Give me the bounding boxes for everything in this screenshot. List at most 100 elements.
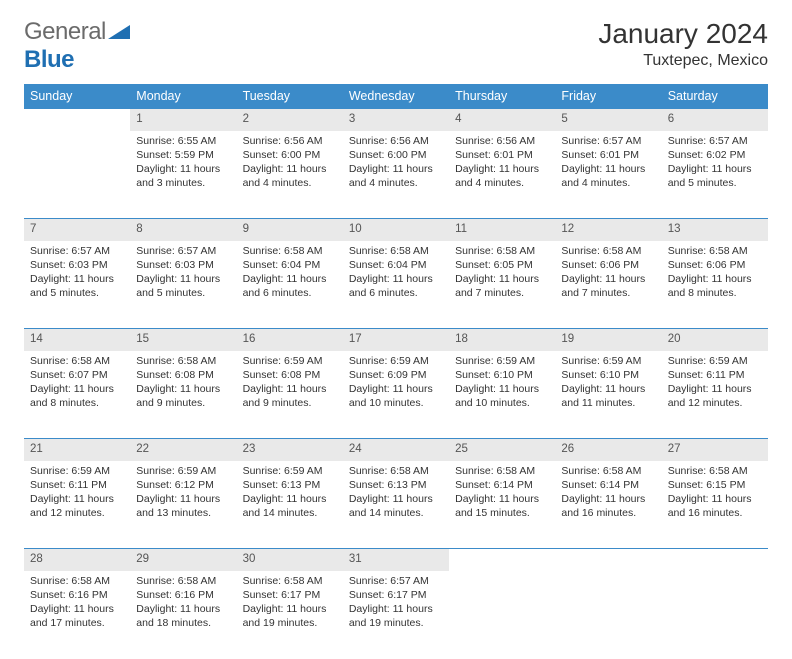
day-number-cell: 5 [555, 109, 661, 131]
day-content-cell: Sunrise: 6:59 AMSunset: 6:11 PMDaylight:… [662, 351, 768, 439]
day-content-cell: Sunrise: 6:58 AMSunset: 6:04 PMDaylight:… [343, 241, 449, 329]
daylight-line: Daylight: 11 hours and 9 minutes. [136, 382, 230, 410]
sunrise-line: Sunrise: 6:59 AM [668, 354, 762, 368]
sunrise-line: Sunrise: 6:58 AM [561, 244, 655, 258]
daylight-line: Daylight: 11 hours and 12 minutes. [30, 492, 124, 520]
day-number-cell: 25 [449, 439, 555, 461]
sunrise-line: Sunrise: 6:58 AM [668, 464, 762, 478]
sunrise-line: Sunrise: 6:58 AM [136, 354, 230, 368]
daylight-line: Daylight: 11 hours and 18 minutes. [136, 602, 230, 630]
day-content-cell: Sunrise: 6:58 AMSunset: 6:14 PMDaylight:… [449, 461, 555, 549]
daynum-row: 14151617181920 [24, 329, 768, 351]
daylight-line: Daylight: 11 hours and 5 minutes. [668, 162, 762, 190]
sunrise-line: Sunrise: 6:58 AM [30, 574, 124, 588]
day-content-cell: Sunrise: 6:59 AMSunset: 6:11 PMDaylight:… [24, 461, 130, 549]
sunset-line: Sunset: 6:05 PM [455, 258, 549, 272]
sunset-line: Sunset: 5:59 PM [136, 148, 230, 162]
day-content-cell: Sunrise: 6:59 AMSunset: 6:10 PMDaylight:… [449, 351, 555, 439]
day-number-cell [24, 109, 130, 131]
content-row: Sunrise: 6:57 AMSunset: 6:03 PM Daylight:… [24, 241, 768, 329]
day-number-cell: 8 [130, 219, 236, 241]
daynum-row: 28293031 [24, 549, 768, 571]
day-number-cell: 3 [343, 109, 449, 131]
day-number-cell: 27 [662, 439, 768, 461]
sunset-line: Sunset: 6:03 PM [30, 258, 124, 272]
daylight-line: Daylight: 11 hours and 10 minutes. [455, 382, 549, 410]
daylight-line: Daylight: 11 hours and 4 minutes. [455, 162, 549, 190]
calendar-body: 123456Sunrise: 6:55 AMSunset: 5:59 PMDay… [24, 109, 768, 659]
sunset-line: Sunset: 6:10 PM [455, 368, 549, 382]
day-content-cell: Sunrise: 6:58 AMSunset: 6:06 PMDaylight:… [662, 241, 768, 329]
sunrise-line: Sunrise: 6:59 AM [136, 464, 230, 478]
content-row: Sunrise: 6:58 AMSunset: 6:16 PMDaylight:… [24, 571, 768, 659]
day-number-cell [555, 549, 661, 571]
logo-triangle-icon [108, 18, 130, 46]
day-content-cell: Sunrise: 6:58 AMSunset: 6:16 PMDaylight:… [24, 571, 130, 659]
day-content-cell: Sunrise: 6:57 AMSunset: 6:03 PMDaylight:… [24, 241, 130, 329]
day-number-cell: 9 [237, 219, 343, 241]
title-block: January 2024 Tuxtepec, Mexico [598, 18, 768, 70]
logo: GeneralBlue [24, 18, 130, 74]
sunset-line: Sunset: 6:17 PM [349, 588, 443, 602]
sunset-line: Sunset: 6:17 PM [243, 588, 337, 602]
sunset-line: Sunset: 6:14 PM [455, 478, 549, 492]
day-number-cell: 6 [662, 109, 768, 131]
daylight-line: Daylight: 11 hours and 13 minutes. [136, 492, 230, 520]
day-header: Tuesday [237, 84, 343, 109]
content-row: Sunrise: 6:59 AMSunset: 6:11 PMDaylight:… [24, 461, 768, 549]
daylight-line: Daylight: 11 hours and 15 minutes. [455, 492, 549, 520]
sunset-line: Sunset: 6:00 PM [243, 148, 337, 162]
day-number-cell: 24 [343, 439, 449, 461]
daylight-line: Daylight: 11 hours and 16 minutes. [561, 492, 655, 520]
day-content-cell: Sunrise: 6:58 AMSunset: 6:05 PMDaylight:… [449, 241, 555, 329]
sunset-line: Sunset: 6:13 PM [243, 478, 337, 492]
location: Tuxtepec, Mexico [598, 52, 768, 70]
daylight-line: Daylight: 11 hours and 6 minutes. [243, 272, 337, 300]
day-number-cell: 29 [130, 549, 236, 571]
daylight-line: Daylight: 11 hours and 8 minutes. [30, 382, 124, 410]
sunrise-line: Sunrise: 6:58 AM [561, 464, 655, 478]
sunset-line: Sunset: 6:12 PM [136, 478, 230, 492]
sunset-line: Sunset: 6:16 PM [30, 588, 124, 602]
sunset-line: Sunset: 6:14 PM [561, 478, 655, 492]
sunrise-line: Sunrise: 6:58 AM [243, 574, 337, 588]
day-content-cell: Sunrise: 6:56 AMSunset: 6:01 PMDaylight:… [449, 131, 555, 219]
sunrise-line: Sunrise: 6:57 AM [30, 244, 124, 258]
day-number-cell: 18 [449, 329, 555, 351]
daylight-line: Daylight: 11 hours and 5 minutes. [136, 272, 230, 300]
daylight-line: Daylight: 11 hours and 6 minutes. [349, 272, 443, 300]
daylight-line: Daylight: 11 hours and 4 minutes. [561, 162, 655, 190]
day-content-cell: Sunrise: 6:59 AMSunset: 6:13 PMDaylight:… [237, 461, 343, 549]
sunset-line: Sunset: 6:10 PM [561, 368, 655, 382]
day-number-cell [662, 549, 768, 571]
sunset-line: Sunset: 6:06 PM [668, 258, 762, 272]
day-header: Thursday [449, 84, 555, 109]
sunset-line: Sunset: 6:07 PM [30, 368, 124, 382]
daylight-line: Daylight: 11 hours and 14 minutes. [349, 492, 443, 520]
day-content-cell: Sunrise: 6:56 AMSunset: 6:00 PMDaylight:… [237, 131, 343, 219]
sunset-line: Sunset: 6:09 PM [349, 368, 443, 382]
day-number-cell: 30 [237, 549, 343, 571]
day-number-cell: 21 [24, 439, 130, 461]
sunrise-line: Sunrise: 6:59 AM [243, 354, 337, 368]
day-number-cell: 13 [662, 219, 768, 241]
day-content-cell: Sunrise: 6:58 AMSunset: 6:14 PMDaylight:… [555, 461, 661, 549]
daynum-row: 78910111213 [24, 219, 768, 241]
day-header: Monday [130, 84, 236, 109]
sunrise-line: Sunrise: 6:58 AM [243, 244, 337, 258]
day-number-cell: 22 [130, 439, 236, 461]
month-title: January 2024 [598, 18, 768, 50]
header: GeneralBlue January 2024 Tuxtepec, Mexic… [24, 18, 768, 74]
sunrise-line: Sunrise: 6:57 AM [561, 134, 655, 148]
day-content-cell: Sunrise: 6:58 AMSunset: 6:15 PMDaylight:… [662, 461, 768, 549]
sunrise-line: Sunrise: 6:58 AM [349, 464, 443, 478]
day-content-cell [449, 571, 555, 659]
sunrise-line: Sunrise: 6:59 AM [561, 354, 655, 368]
sunrise-line: Sunrise: 6:55 AM [136, 134, 230, 148]
sunrise-line: Sunrise: 6:58 AM [455, 244, 549, 258]
sunset-line: Sunset: 6:11 PM [30, 478, 124, 492]
day-number-cell: 7 [24, 219, 130, 241]
day-content-cell: Sunrise: 6:57 AMSunset: 6:02 PMDaylight:… [662, 131, 768, 219]
sunset-line: Sunset: 6:01 PM [455, 148, 549, 162]
day-number-cell: 12 [555, 219, 661, 241]
